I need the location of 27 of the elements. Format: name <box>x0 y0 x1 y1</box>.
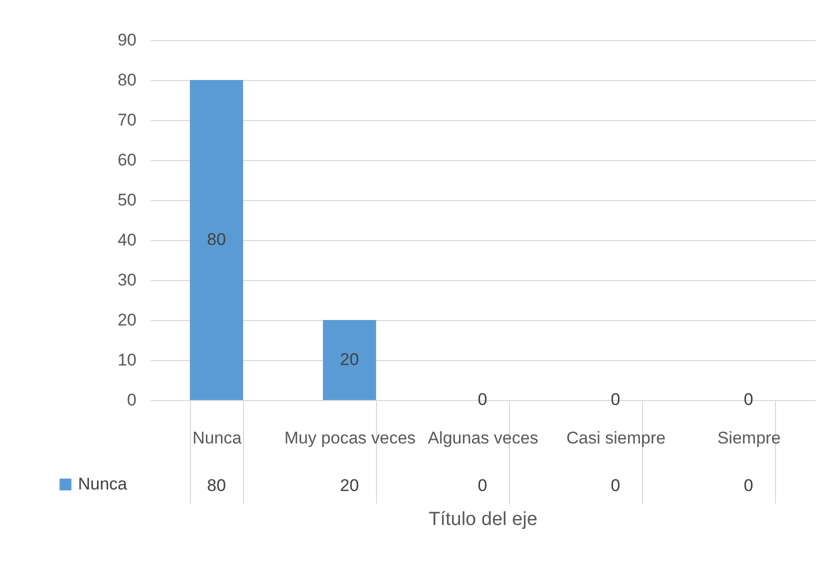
x-tick-label: Casi siempre <box>566 428 666 448</box>
annotation: 0 <box>478 390 488 409</box>
x-tick-label: Muy pocas veces <box>284 428 416 448</box>
x-tick-label: Nunca <box>192 428 242 448</box>
data-label: 80 <box>207 476 226 495</box>
data-label: 0 <box>478 476 488 495</box>
y-tick-label: 80 <box>118 70 136 90</box>
annotation: 80 <box>207 230 226 249</box>
y-tick-label: 40 <box>118 230 136 250</box>
annotation: 0 <box>610 390 620 409</box>
annotation: 20 <box>340 350 359 369</box>
data-label: 0 <box>610 476 620 495</box>
x-axis-title: Título del eje <box>428 509 538 530</box>
y-tick-label: 60 <box>118 150 136 170</box>
y-tick-label: 50 <box>118 190 136 210</box>
y-tick-label: 70 <box>118 110 136 130</box>
y-tick-label: 0 <box>127 390 136 410</box>
y-tick-label: 30 <box>118 270 136 290</box>
x-tick-label: Algunas veces <box>428 428 538 448</box>
data-label: 0 <box>744 476 754 495</box>
x-tick-label: Siempre <box>717 428 781 448</box>
legend-label: Nunca <box>78 474 128 494</box>
annotation: 0 <box>744 390 754 409</box>
data-label: 20 <box>340 476 359 495</box>
y-tick-label: 20 <box>118 310 136 330</box>
y-tick-label: 90 <box>118 30 136 50</box>
y-tick-label: 10 <box>118 350 136 370</box>
